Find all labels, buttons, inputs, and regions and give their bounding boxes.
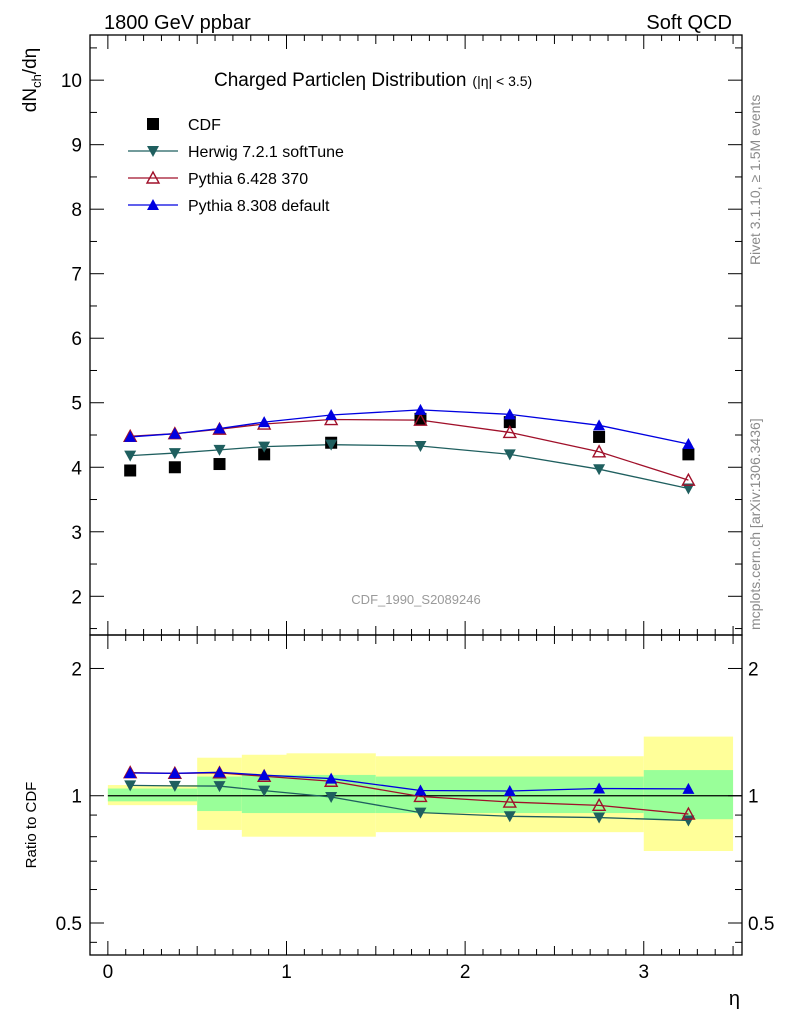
main-y-tick-label: 4 bbox=[71, 458, 82, 479]
main-y-tick-label: 9 bbox=[71, 136, 82, 157]
main-point-herwig-7-2-1-softtune bbox=[258, 441, 271, 453]
ratio-point-herwig-7-2-1-softtune bbox=[213, 781, 226, 793]
x-axis-label: η bbox=[729, 988, 740, 1010]
axis-ticks bbox=[90, 35, 742, 955]
main-point-pythia-8-308-default bbox=[213, 422, 226, 434]
main-point-herwig-7-2-1-softtune bbox=[503, 449, 516, 461]
y-axis-label-main: dNch/dη bbox=[20, 48, 44, 112]
main-point-herwig-7-2-1-softtune bbox=[124, 450, 137, 462]
main-point-cdf bbox=[168, 461, 181, 474]
ratio-point-herwig-7-2-1-softtune bbox=[168, 780, 181, 792]
x-tick-label: 3 bbox=[638, 962, 649, 983]
main-point-pythia-8-308-default bbox=[124, 430, 137, 442]
legend: CDF Herwig 7.2.1 softTune Pythia 6.428 370… bbox=[128, 117, 344, 215]
ratio-y-tick-label-right: 2 bbox=[748, 659, 759, 680]
legend-marker-pythia-8-308-default bbox=[147, 199, 159, 210]
ratio-point-pythia-8-308-default bbox=[682, 782, 695, 794]
main-point-herwig-7-2-1-softtune bbox=[682, 483, 695, 495]
x-tick-label: 2 bbox=[460, 962, 471, 983]
legend-label-herwig-7-2-1-softtune: Herwig 7.2.1 softTune bbox=[188, 144, 344, 161]
ratio-point-herwig-7-2-1-softtune bbox=[682, 815, 695, 827]
legend-label-pythia-6-428-370: Pythia 6.428 370 bbox=[188, 171, 308, 188]
data-markers bbox=[123, 403, 696, 827]
legend-marker-cdf bbox=[147, 118, 159, 130]
main-y-tick-label: 8 bbox=[71, 200, 82, 221]
main-point-pythia-8-308-default bbox=[168, 427, 181, 439]
main-point-pythia-6-428-370 bbox=[681, 472, 696, 486]
main-y-tick-label: 7 bbox=[71, 265, 82, 286]
main-point-pythia-8-308-default bbox=[258, 416, 271, 428]
main-point-herwig-7-2-1-softtune bbox=[414, 440, 427, 452]
legend-label-cdf: CDF bbox=[188, 117, 221, 134]
ratio-y-tick-label-right: 1 bbox=[748, 787, 759, 808]
rivet-version-label: Rivet 3.1.10, ≥ 1.5M events bbox=[747, 95, 763, 265]
y-axis-label-ratio: Ratio to CDF bbox=[23, 782, 40, 869]
main-point-cdf bbox=[414, 412, 427, 425]
main-y-tick-label: 6 bbox=[71, 329, 82, 350]
main-point-herwig-7-2-1-softtune bbox=[325, 439, 338, 451]
main-y-tick-label: 10 bbox=[61, 71, 82, 92]
ratio-point-pythia-8-308-default bbox=[414, 784, 427, 796]
main-point-cdf bbox=[213, 458, 226, 471]
main-point-pythia-8-308-default bbox=[414, 403, 427, 415]
ratio-point-pythia-8-308-default bbox=[124, 766, 137, 778]
main-point-cdf bbox=[593, 430, 606, 443]
ratio-point-herwig-7-2-1-softtune bbox=[503, 811, 516, 823]
ratio-point-pythia-6-428-370 bbox=[413, 789, 428, 803]
legend-label-pythia-8-308-default: Pythia 8.308 default bbox=[188, 198, 330, 215]
tick-labels: 2 3 4 5 6 7 8 9 10 2 2 1 1 0.5 0.5 0 1 2 3 bbox=[56, 71, 775, 983]
ratio-point-herwig-7-2-1-softtune bbox=[124, 780, 137, 792]
analysis-watermark: CDF_1990_S2089246 bbox=[351, 592, 480, 607]
main-y-tick-label: 5 bbox=[71, 394, 82, 415]
ratio-point-pythia-8-308-default bbox=[168, 767, 181, 779]
x-tick-label: 0 bbox=[103, 962, 114, 983]
ratio-point-pythia-6-428-370 bbox=[591, 797, 607, 812]
ratio-point-herwig-7-2-1-softtune bbox=[258, 785, 271, 797]
ratio-y-tick-label-left: 2 bbox=[71, 659, 82, 680]
ratio-y-tick-label-right: 0.5 bbox=[748, 914, 774, 935]
main-point-herwig-7-2-1-softtune bbox=[168, 448, 181, 460]
ratio-point-pythia-6-428-370 bbox=[681, 806, 696, 820]
main-y-tick-label: 2 bbox=[71, 587, 82, 608]
main-point-pythia-8-308-default bbox=[593, 419, 606, 431]
legend-marker-herwig-7-2-1-softtune bbox=[147, 146, 159, 157]
main-y-tick-label: 3 bbox=[71, 523, 82, 544]
ratio-point-herwig-7-2-1-softtune bbox=[593, 812, 606, 824]
main-point-pythia-6-428-370 bbox=[591, 444, 607, 458]
ratio-point-herwig-7-2-1-softtune bbox=[414, 807, 427, 819]
ratio-point-pythia-8-308-default bbox=[593, 782, 606, 794]
inner-band bbox=[107, 788, 198, 802]
plot-frames bbox=[89, 34, 743, 956]
main-point-pythia-8-308-default bbox=[325, 409, 338, 420]
main-point-cdf bbox=[682, 448, 695, 461]
ratio-point-pythia-8-308-default bbox=[213, 766, 226, 778]
header-right: Soft QCD bbox=[646, 12, 732, 34]
main-point-pythia-8-308-default bbox=[682, 438, 695, 450]
main-point-pythia-6-428-370 bbox=[413, 412, 428, 426]
main-point-cdf bbox=[258, 448, 271, 461]
header-left: 1800 GeV ppbar bbox=[104, 12, 251, 34]
ratio-y-tick-label-left: 0.5 bbox=[56, 914, 82, 935]
ratio-plot-frame bbox=[89, 634, 743, 956]
plot-title: Charged Particleη Distribution (|η| < 3.5… bbox=[214, 70, 532, 91]
mcplots-reference-label: mcplots.cern.ch [arXiv:1306.3436] bbox=[747, 418, 763, 630]
ratio-y-tick-label-left: 1 bbox=[71, 787, 82, 808]
x-tick-label: 1 bbox=[281, 962, 292, 983]
main-point-pythia-6-428-370 bbox=[502, 424, 517, 439]
main-point-herwig-7-2-1-softtune bbox=[593, 464, 606, 476]
main-point-herwig-7-2-1-softtune bbox=[213, 444, 226, 456]
inner-band bbox=[643, 770, 734, 820]
ratio-point-herwig-7-2-1-softtune bbox=[325, 792, 338, 804]
main-point-cdf bbox=[124, 464, 137, 477]
ratio-point-pythia-8-308-default bbox=[258, 769, 271, 781]
legend-marker-pythia-6-428-370 bbox=[145, 170, 161, 184]
ratio-point-pythia-8-308-default bbox=[503, 785, 516, 797]
ratio-point-pythia-6-428-370 bbox=[502, 794, 517, 808]
ratio-point-pythia-8-308-default bbox=[325, 772, 338, 784]
main-point-pythia-8-308-default bbox=[503, 408, 516, 420]
